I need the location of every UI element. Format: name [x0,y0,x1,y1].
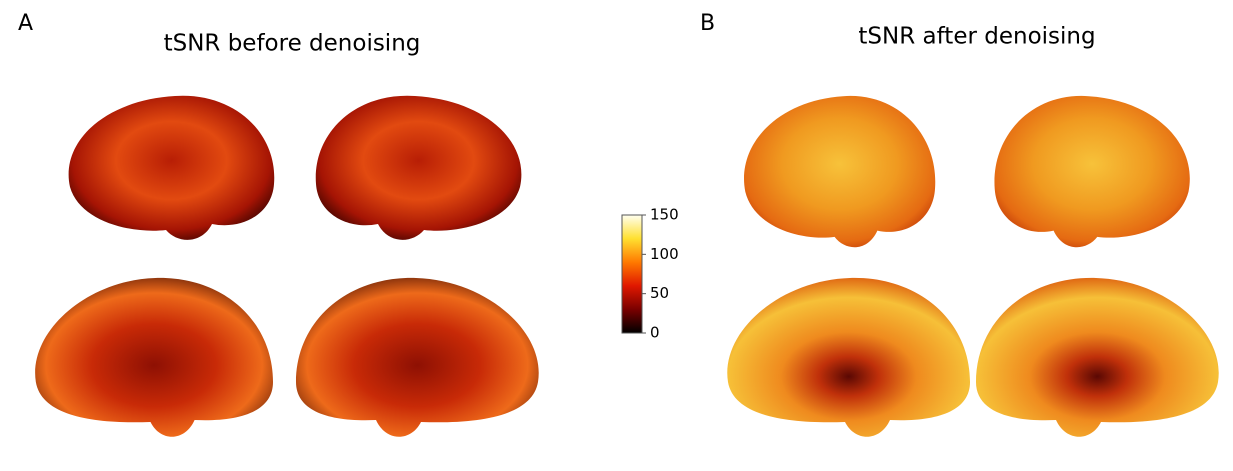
brain-lateral-right [316,96,522,240]
brain-medial-right [976,278,1219,437]
panel-label: A [18,11,33,36]
brain-lateral-right [994,96,1189,247]
figure: A tSNR before denoising B tSNR after den… [0,0,1233,467]
colorbar: 0 50 100 150 [622,206,679,342]
tick-label: 150 [650,206,679,224]
brain-medial-left [35,278,273,437]
tick-label: 0 [650,324,660,342]
panel-label: B [700,11,715,36]
brain-medial-left [727,278,970,437]
brain-medial-right [296,278,539,437]
brains-before [35,96,539,437]
brain-lateral-left [69,96,275,240]
brains-after [727,96,1218,437]
brain-lateral-left [744,96,935,247]
colorbar-scale [622,215,642,333]
panel-title: tSNR before denoising [164,31,421,57]
panel-title: tSNR after denoising [858,24,1095,50]
tick-label: 100 [650,245,679,263]
tick-label: 50 [650,284,669,302]
